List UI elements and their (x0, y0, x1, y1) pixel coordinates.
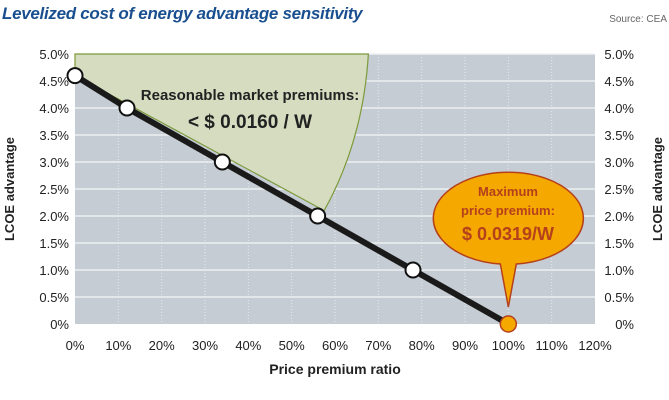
chart-title: Levelized cost of energy advantage sensi… (2, 4, 363, 23)
x-tick: 80% (409, 338, 435, 353)
data-point (309, 207, 327, 225)
x-tick: 10% (105, 338, 131, 353)
callout-line3: $ 0.0319/W (462, 224, 554, 244)
y-tick-left: 3.0% (39, 155, 69, 170)
x-tick: 90% (452, 338, 478, 353)
y-tick-right: 0% (615, 317, 634, 332)
data-point (499, 315, 518, 333)
x-tick: 120% (578, 338, 612, 353)
x-tick: 30% (192, 338, 218, 353)
y-tick-left: 5.0% (39, 47, 69, 62)
y-tick-right: 3.5% (604, 128, 634, 143)
y-tick-left: 4.0% (39, 101, 69, 116)
y-tick-right: 2.0% (604, 209, 634, 224)
x-axis-label: Price premium ratio (269, 361, 401, 377)
x-tick: 100% (492, 338, 526, 353)
series-line (73, 73, 510, 327)
y-tick-right: 5.0% (604, 47, 634, 62)
y-tick-right: 4.5% (604, 74, 634, 89)
y-tick-right: 1.0% (604, 263, 634, 278)
y-tick-left: 1.0% (39, 263, 69, 278)
y-tick-left: 0.5% (39, 290, 69, 305)
x-tick: 40% (235, 338, 261, 353)
y-tick-right: 3.0% (604, 155, 634, 170)
x-tick: 20% (149, 338, 175, 353)
x-tick: 60% (322, 338, 348, 353)
y-tick-left: 4.5% (39, 74, 69, 89)
data-point (66, 67, 84, 85)
data-point (213, 153, 231, 171)
callout-bubble (432, 171, 585, 308)
y-tick-left: 2.5% (39, 182, 69, 197)
callout-line2: price premium: (461, 203, 555, 218)
region-label-line1: Reasonable market premiums: (141, 87, 359, 104)
y-tick-left: 3.5% (39, 128, 69, 143)
region-label-line2: < $ 0.0160 / W (188, 112, 312, 133)
y-tick-right: 1.5% (604, 236, 634, 251)
x-tick: 50% (279, 338, 305, 353)
callout-line1: Maximum (478, 184, 538, 199)
y-axis-label-left: LCOE advantage (2, 137, 17, 241)
y-tick-left: 1.5% (39, 236, 69, 251)
y-tick-left: 0% (50, 317, 69, 332)
source-note: Source: CEA (609, 14, 667, 25)
data-point (118, 99, 136, 117)
y-tick-right: 2.5% (604, 182, 634, 197)
y-axis-label-right: LCOE advantage (650, 137, 665, 241)
y-tick-left: 2.0% (39, 209, 69, 224)
x-tick: 110% (536, 338, 569, 353)
x-tick: 70% (365, 338, 391, 353)
y-tick-right: 0.5% (604, 290, 634, 305)
x-tick: 0% (66, 338, 85, 353)
data-point (404, 261, 422, 279)
reasonable-premium-region (74, 53, 370, 212)
y-tick-right: 4.0% (604, 101, 634, 116)
